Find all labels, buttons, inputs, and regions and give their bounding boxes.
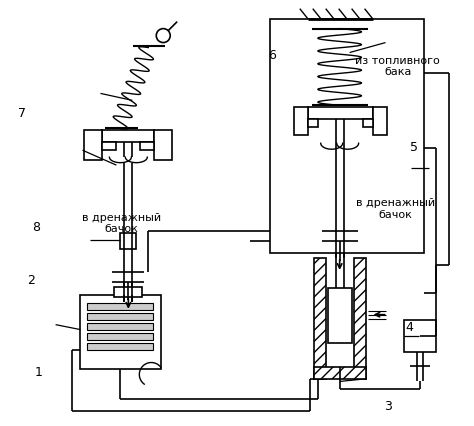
Bar <box>120 233 137 249</box>
Text: 7: 7 <box>18 107 26 120</box>
Text: 6: 6 <box>268 49 276 62</box>
Bar <box>270 19 424 253</box>
Text: 8: 8 <box>32 222 40 234</box>
Text: 1: 1 <box>35 366 43 379</box>
Bar <box>354 258 365 380</box>
Bar <box>373 107 386 135</box>
Bar <box>102 130 154 142</box>
Text: в дренажный
бачок: в дренажный бачок <box>356 198 435 219</box>
Bar <box>154 130 172 160</box>
Bar <box>328 288 352 343</box>
Bar <box>314 258 326 380</box>
Bar <box>88 343 153 350</box>
Bar <box>88 313 153 320</box>
Bar <box>88 333 153 340</box>
Text: из топливного
бака: из топливного бака <box>355 56 440 77</box>
Text: 4: 4 <box>406 321 413 334</box>
Bar <box>308 107 373 119</box>
Bar <box>88 322 153 330</box>
Bar <box>314 368 365 380</box>
Bar <box>404 320 437 351</box>
Text: в дренажный
бачок: в дренажный бачок <box>82 213 161 234</box>
Bar <box>84 130 102 160</box>
Bar <box>114 287 142 297</box>
Text: 2: 2 <box>27 274 36 288</box>
Bar <box>294 107 308 135</box>
Bar <box>308 119 318 127</box>
Bar <box>102 142 117 150</box>
Bar <box>88 303 153 310</box>
Text: 5: 5 <box>410 141 418 154</box>
Bar <box>363 119 373 127</box>
Bar <box>140 142 154 150</box>
Bar <box>80 295 161 369</box>
Text: 3: 3 <box>384 400 392 413</box>
